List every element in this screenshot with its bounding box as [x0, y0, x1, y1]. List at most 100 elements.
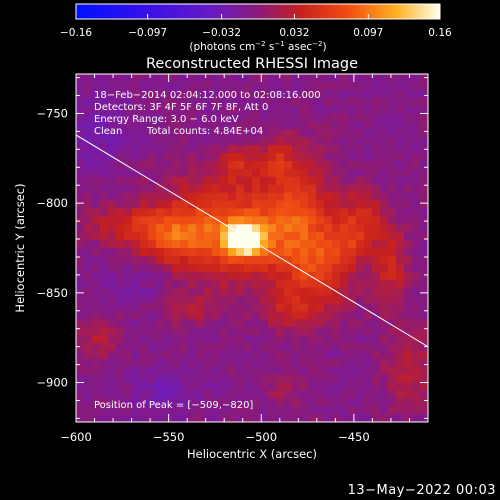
- heatmap-cell: [140, 208, 149, 217]
- heatmap-cell: [228, 121, 237, 130]
- heatmap-cell: [140, 145, 149, 154]
- heatmap-cell: [116, 382, 125, 391]
- heatmap-cell: [396, 113, 405, 123]
- heatmap-cell: [180, 200, 189, 210]
- heatmap-cell: [332, 224, 341, 233]
- heatmap-cell: [420, 311, 428, 320]
- heatmap-cell: [132, 342, 141, 352]
- heatmap-cell: [260, 279, 269, 289]
- heatmap-cell: [276, 129, 285, 138]
- heatmap-cell: [308, 176, 317, 186]
- heatmap-cell: [260, 216, 269, 225]
- heatmap-cell: [188, 319, 197, 328]
- heatmap-cell: [388, 335, 397, 344]
- heatmap-cell: [420, 374, 428, 384]
- heatmap-cell: [92, 263, 101, 273]
- heatmap-cell: [340, 192, 349, 202]
- heatmap-cell: [172, 232, 181, 241]
- heatmap-cell: [268, 406, 277, 415]
- heatmap-cell: [180, 263, 189, 273]
- heatmap-cell: [156, 113, 165, 123]
- heatmap-cell: [164, 358, 173, 368]
- heatmap-cell: [132, 271, 141, 281]
- heatmap-cell: [76, 390, 85, 399]
- heatmap-cell: [180, 81, 189, 91]
- heatmap-cell: [364, 121, 373, 130]
- heatmap-cell: [324, 335, 333, 344]
- heatmap-cell: [404, 327, 413, 336]
- heatmap-cell: [116, 208, 125, 217]
- heatmap-cell: [292, 327, 301, 336]
- heatmap-cell: [284, 176, 293, 186]
- heatmap-cell: [204, 184, 213, 194]
- heatmap-cell: [332, 366, 341, 376]
- heatmap-cell: [92, 358, 101, 368]
- heatmap-cell: [356, 89, 365, 99]
- heatmap-cell: [92, 129, 101, 138]
- heatmap-cell: [124, 81, 133, 91]
- heatmap-cell: [108, 342, 117, 352]
- heatmap-cell: [220, 208, 229, 217]
- heatmap-cell: [308, 358, 317, 368]
- heatmap-cell: [124, 137, 133, 146]
- heatmap-cell: [100, 271, 109, 281]
- heatmap-cell: [124, 350, 133, 360]
- heatmap-cell: [116, 248, 125, 257]
- heatmap-cell: [276, 176, 285, 186]
- heatmap-cell: [108, 382, 117, 391]
- heatmap-cell: [380, 366, 389, 376]
- heatmap-cell: [396, 342, 405, 352]
- heatmap-cell: [260, 295, 269, 304]
- heatmap-cell: [100, 184, 109, 194]
- heatmap-cell: [324, 224, 333, 233]
- heatmap-cell: [356, 319, 365, 328]
- heatmap-cell: [260, 121, 269, 130]
- heatmap-cell: [156, 255, 165, 265]
- heatmap-cell: [236, 129, 245, 138]
- heatmap-cell: [292, 145, 301, 154]
- heatmap-cell: [404, 319, 413, 328]
- heatmap-cell: [332, 390, 341, 399]
- heatmap-cell: [244, 366, 253, 376]
- heatmap-cell: [348, 145, 357, 154]
- heatmap-cell: [372, 224, 381, 233]
- heatmap-cell: [244, 113, 253, 123]
- heatmap-cell: [324, 255, 333, 265]
- heatmap-cell: [180, 224, 189, 233]
- heatmap-cell: [164, 374, 173, 384]
- heatmap-cell: [380, 145, 389, 154]
- heatmap-cell: [220, 184, 229, 194]
- heatmap-cell: [124, 89, 133, 99]
- heatmap-cell: [76, 74, 85, 83]
- heatmap-cell: [236, 232, 245, 241]
- heatmap-cell: [252, 390, 261, 399]
- heatmap-cell: [108, 279, 117, 289]
- heatmap-cell: [420, 366, 428, 376]
- heatmap-cell: [116, 319, 125, 328]
- heatmap-cell: [364, 224, 373, 233]
- heatmap-cell: [180, 406, 189, 415]
- heatmap-cell: [132, 358, 141, 368]
- heatmap-cell: [76, 414, 85, 422]
- heatmap-cell: [412, 153, 421, 162]
- heatmap-cell: [316, 161, 325, 170]
- heatmap-cell: [164, 255, 173, 265]
- heatmap-cell: [324, 327, 333, 336]
- heatmap-cell: [420, 81, 428, 91]
- heatmap-cell: [412, 240, 421, 249]
- heatmap-cell: [388, 390, 397, 399]
- heatmap-cell: [364, 255, 373, 265]
- heatmap-cell: [188, 406, 197, 415]
- heatmap-cell: [132, 208, 141, 217]
- heatmap-cell: [188, 350, 197, 360]
- heatmap-cell: [396, 398, 405, 407]
- heatmap-cell: [300, 287, 309, 297]
- heatmap-cell: [276, 184, 285, 194]
- heatmap-cell: [156, 398, 165, 407]
- heatmap-cell: [380, 105, 389, 115]
- heatmap-cell: [252, 271, 261, 281]
- heatmap-cell: [212, 311, 221, 320]
- heatmap-cell: [204, 366, 213, 376]
- heatmap-cell: [268, 89, 277, 99]
- heatmap-cell: [284, 208, 293, 217]
